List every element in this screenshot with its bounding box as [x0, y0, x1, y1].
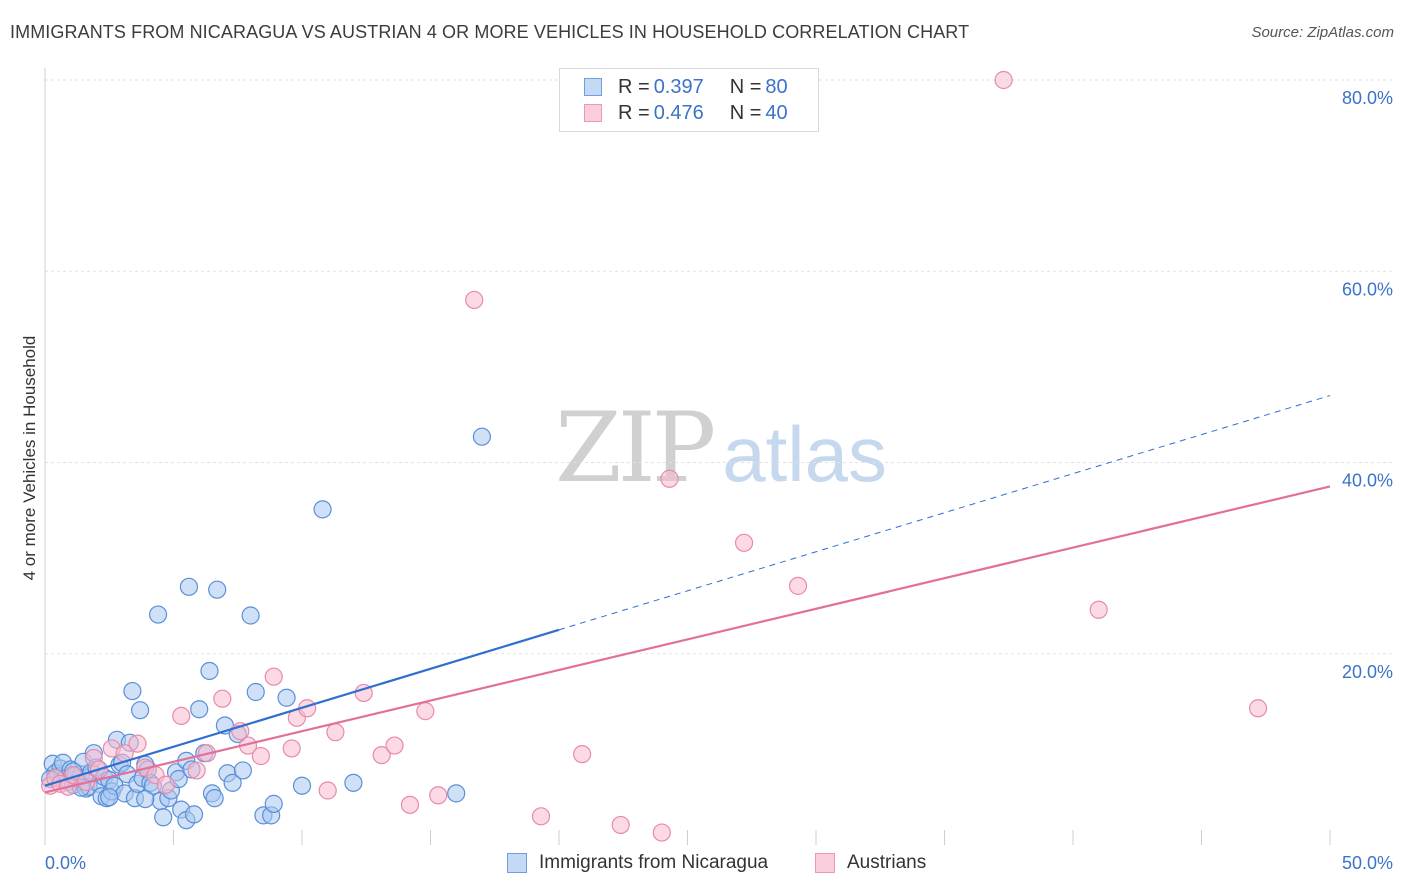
- data-point-nicaragua: [136, 789, 155, 809]
- legend-n-label: N =: [729, 101, 762, 124]
- data-point-austrians: [734, 533, 754, 552]
- watermark: ZIP atlas: [555, 400, 887, 497]
- watermark-zip: ZIP: [555, 392, 716, 504]
- data-point-nicaragua: [205, 789, 224, 808]
- x-tick-label: 50.0%: [1342, 853, 1393, 873]
- legend-r-value: 0.397: [653, 75, 704, 98]
- data-point-austrians: [400, 795, 420, 814]
- series-legend-label: Immigrants from Nicaragua: [539, 852, 769, 873]
- data-point-austrians: [788, 576, 808, 595]
- data-point-nicaragua: [313, 500, 332, 519]
- legend-swatch-blue: [584, 78, 602, 96]
- trendline-austrians: [44, 485, 1331, 794]
- data-point-austrians: [660, 469, 679, 488]
- data-point-austrians: [611, 815, 630, 835]
- data-point-nicaragua: [223, 773, 242, 792]
- legend-r-value: 0.476: [653, 101, 704, 124]
- series-legend-nicaragua[interactable]: Immigrants from Nicaragua: [507, 852, 768, 874]
- data-point-nicaragua: [100, 788, 119, 807]
- legend-swatch-pink: [584, 104, 602, 122]
- data-point-nicaragua: [200, 661, 219, 681]
- data-point-nicaragua: [472, 427, 491, 446]
- data-point-austrians: [531, 807, 551, 826]
- trendline-nicaragua: [44, 628, 560, 787]
- data-point-austrians: [416, 702, 435, 721]
- data-point-austrians: [128, 734, 147, 753]
- data-point-austrians: [994, 70, 1013, 90]
- data-point-austrians: [172, 706, 191, 726]
- stats-legend: R = 0.397 N = 80 R = 0.476 N = 40: [559, 68, 819, 132]
- data-point-nicaragua: [233, 761, 252, 780]
- legend-r-label: R =: [618, 101, 650, 124]
- data-point-nicaragua: [190, 700, 209, 719]
- data-point-austrians: [318, 781, 337, 800]
- data-point-austrians: [264, 667, 283, 686]
- series-swatch-pink: [815, 853, 835, 873]
- data-point-nicaragua: [184, 805, 204, 824]
- data-point-nicaragua: [277, 688, 296, 707]
- legend-r-label: R =: [618, 75, 650, 98]
- x-tick-label: 0.0%: [45, 853, 86, 873]
- data-point-nicaragua: [179, 577, 199, 596]
- legend-n-value: 40: [765, 101, 788, 124]
- y-tick-label: 40.0%: [1342, 471, 1393, 491]
- data-point-nicaragua: [130, 701, 150, 720]
- data-point-austrians: [573, 745, 592, 764]
- data-point-nicaragua: [344, 773, 363, 792]
- source-credit: Source: ZipAtlas.com: [1251, 24, 1394, 41]
- data-point-austrians: [652, 823, 671, 842]
- data-point-nicaragua: [123, 681, 142, 701]
- data-point-austrians: [251, 746, 270, 766]
- data-point-austrians: [1089, 600, 1108, 619]
- y-tick-label: 80.0%: [1342, 88, 1393, 108]
- data-point-austrians: [385, 736, 404, 755]
- data-point-austrians: [187, 761, 206, 780]
- data-point-austrians: [1248, 699, 1268, 718]
- legend-n-label: N =: [729, 75, 762, 98]
- data-point-nicaragua: [148, 605, 168, 624]
- data-point-nicaragua: [264, 794, 283, 813]
- data-point-austrians: [372, 746, 391, 765]
- data-point-austrians: [282, 739, 301, 758]
- stats-legend-row-nicaragua: R = 0.397 N = 80: [584, 74, 788, 100]
- watermark-atlas: atlas: [722, 410, 887, 498]
- data-point-nicaragua: [246, 682, 265, 702]
- legend-n-value: 80: [765, 75, 788, 98]
- data-point-austrians: [156, 775, 175, 794]
- y-axis-label: 4 or more Vehicles in Household: [20, 335, 39, 581]
- chart-title: IMMIGRANTS FROM NICARAGUA VS AUSTRIAN 4 …: [10, 22, 970, 42]
- data-point-austrians: [465, 290, 484, 310]
- y-tick-label: 20.0%: [1342, 662, 1393, 682]
- data-point-austrians: [429, 786, 448, 805]
- y-tick-label: 60.0%: [1342, 279, 1393, 299]
- data-point-nicaragua: [208, 580, 227, 599]
- data-point-austrians: [326, 723, 345, 742]
- data-point-nicaragua: [292, 776, 312, 795]
- series-swatch-blue: [507, 853, 527, 873]
- data-point-nicaragua: [447, 784, 466, 803]
- stats-legend-row-austrians: R = 0.476 N = 40: [584, 100, 788, 126]
- series-legend: Immigrants from Nicaragua Austrians: [0, 852, 1406, 878]
- trendline-nicaragua-extension: [558, 395, 1331, 631]
- series-legend-austrians[interactable]: Austrians: [815, 852, 926, 874]
- data-point-nicaragua: [154, 808, 173, 827]
- series-legend-label: Austrians: [847, 852, 927, 873]
- data-point-austrians: [213, 689, 232, 708]
- data-point-nicaragua: [241, 606, 260, 625]
